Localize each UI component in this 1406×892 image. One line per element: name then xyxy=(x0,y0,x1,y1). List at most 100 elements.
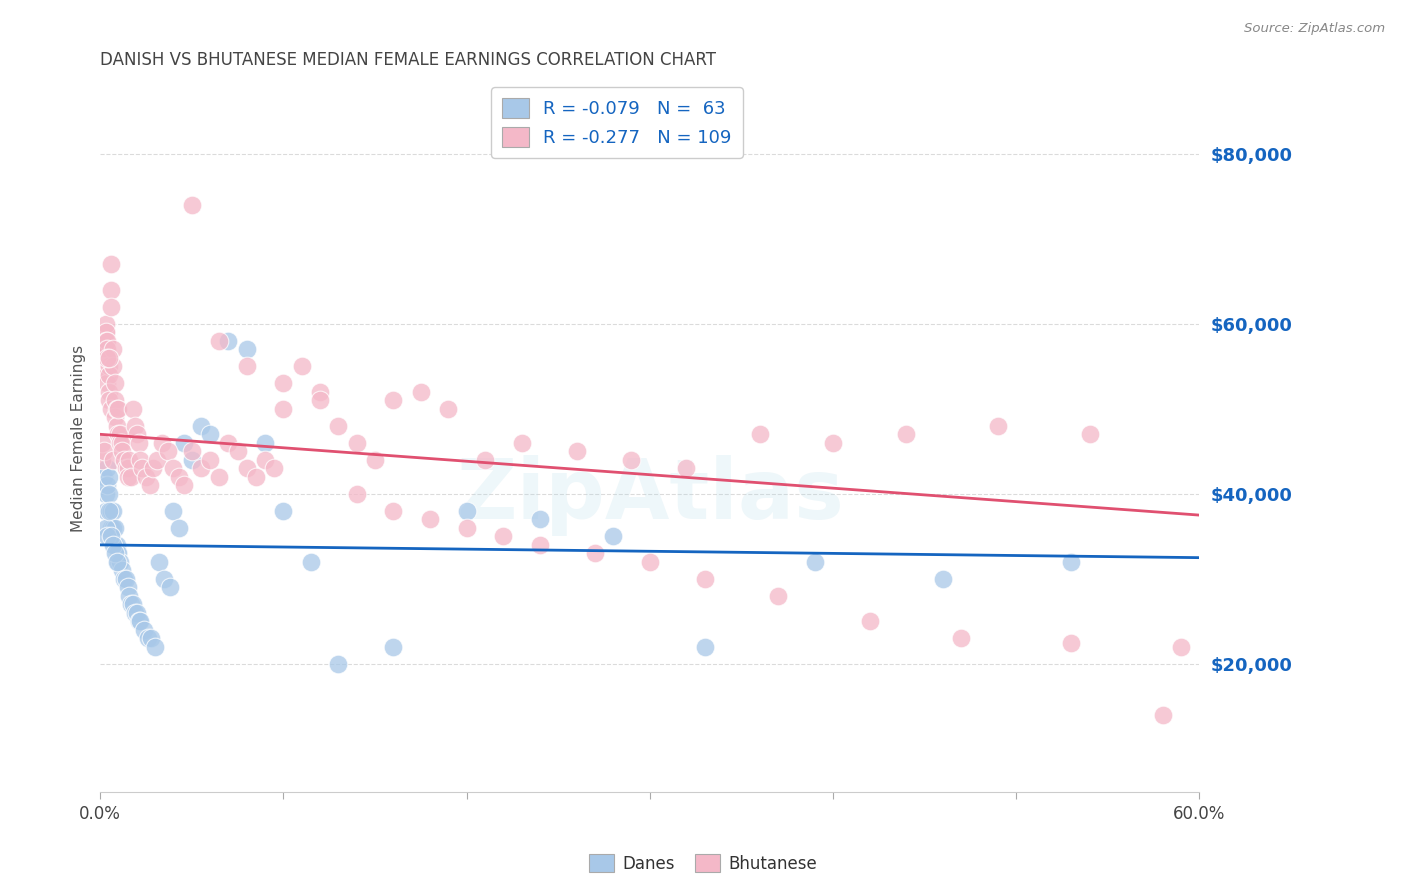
Point xyxy=(120,470,142,484)
Point xyxy=(98,359,121,374)
Point xyxy=(273,504,295,518)
Point xyxy=(98,368,121,382)
Point xyxy=(110,435,132,450)
Point xyxy=(129,615,152,629)
Point xyxy=(114,572,136,586)
Point xyxy=(896,427,918,442)
Point xyxy=(96,359,118,374)
Point xyxy=(198,452,221,467)
Point xyxy=(346,487,368,501)
Point xyxy=(1078,427,1101,442)
Point xyxy=(117,470,139,484)
Point xyxy=(132,623,155,637)
Point xyxy=(328,418,350,433)
Point xyxy=(93,343,115,357)
Point xyxy=(474,452,496,467)
Point xyxy=(492,529,515,543)
Point xyxy=(803,555,825,569)
Point xyxy=(94,504,117,518)
Point xyxy=(96,334,118,348)
Point xyxy=(299,555,322,569)
Point xyxy=(583,546,606,560)
Point xyxy=(100,529,122,543)
Y-axis label: Median Female Earnings: Median Female Earnings xyxy=(72,345,86,533)
Point xyxy=(167,521,190,535)
Point xyxy=(98,487,121,501)
Point xyxy=(93,470,115,484)
Point xyxy=(208,334,231,348)
Point xyxy=(382,504,405,518)
Point xyxy=(693,572,716,586)
Point xyxy=(124,606,146,620)
Point xyxy=(180,452,202,467)
Point xyxy=(120,598,142,612)
Point xyxy=(456,504,478,518)
Point xyxy=(117,461,139,475)
Point xyxy=(131,461,153,475)
Point xyxy=(96,351,118,365)
Point xyxy=(91,435,114,450)
Point xyxy=(1152,708,1174,723)
Point xyxy=(950,632,973,646)
Point xyxy=(198,427,221,442)
Point xyxy=(110,555,132,569)
Point xyxy=(117,581,139,595)
Point xyxy=(114,461,136,475)
Point xyxy=(602,529,624,543)
Point xyxy=(105,538,128,552)
Point xyxy=(129,452,152,467)
Point xyxy=(217,435,239,450)
Point xyxy=(96,478,118,492)
Point xyxy=(135,470,157,484)
Point xyxy=(96,376,118,391)
Point xyxy=(138,478,160,492)
Point xyxy=(105,418,128,433)
Point xyxy=(748,427,770,442)
Point xyxy=(100,283,122,297)
Point xyxy=(98,504,121,518)
Point xyxy=(346,435,368,450)
Point xyxy=(125,606,148,620)
Point xyxy=(94,317,117,331)
Point xyxy=(111,444,134,458)
Point xyxy=(93,444,115,458)
Point xyxy=(104,546,127,560)
Point xyxy=(235,359,257,374)
Point xyxy=(98,470,121,484)
Point xyxy=(675,461,697,475)
Point xyxy=(1060,636,1083,650)
Point xyxy=(235,461,257,475)
Point xyxy=(565,444,588,458)
Point xyxy=(245,470,267,484)
Point xyxy=(94,334,117,348)
Point xyxy=(510,435,533,450)
Point xyxy=(190,461,212,475)
Point xyxy=(122,401,145,416)
Point xyxy=(638,555,661,569)
Point xyxy=(96,368,118,382)
Point xyxy=(100,401,122,416)
Point xyxy=(821,435,844,450)
Point xyxy=(118,589,141,603)
Point xyxy=(859,615,882,629)
Point xyxy=(190,418,212,433)
Point xyxy=(93,334,115,348)
Point xyxy=(159,581,181,595)
Point xyxy=(100,257,122,271)
Point xyxy=(409,384,432,399)
Point xyxy=(932,572,955,586)
Point xyxy=(173,478,195,492)
Point xyxy=(291,359,314,374)
Point xyxy=(208,470,231,484)
Point xyxy=(620,452,643,467)
Point xyxy=(101,521,124,535)
Point xyxy=(118,452,141,467)
Point xyxy=(101,452,124,467)
Point xyxy=(98,351,121,365)
Point xyxy=(91,452,114,467)
Point xyxy=(148,555,170,569)
Point xyxy=(101,359,124,374)
Point xyxy=(125,427,148,442)
Point xyxy=(100,521,122,535)
Point xyxy=(309,384,332,399)
